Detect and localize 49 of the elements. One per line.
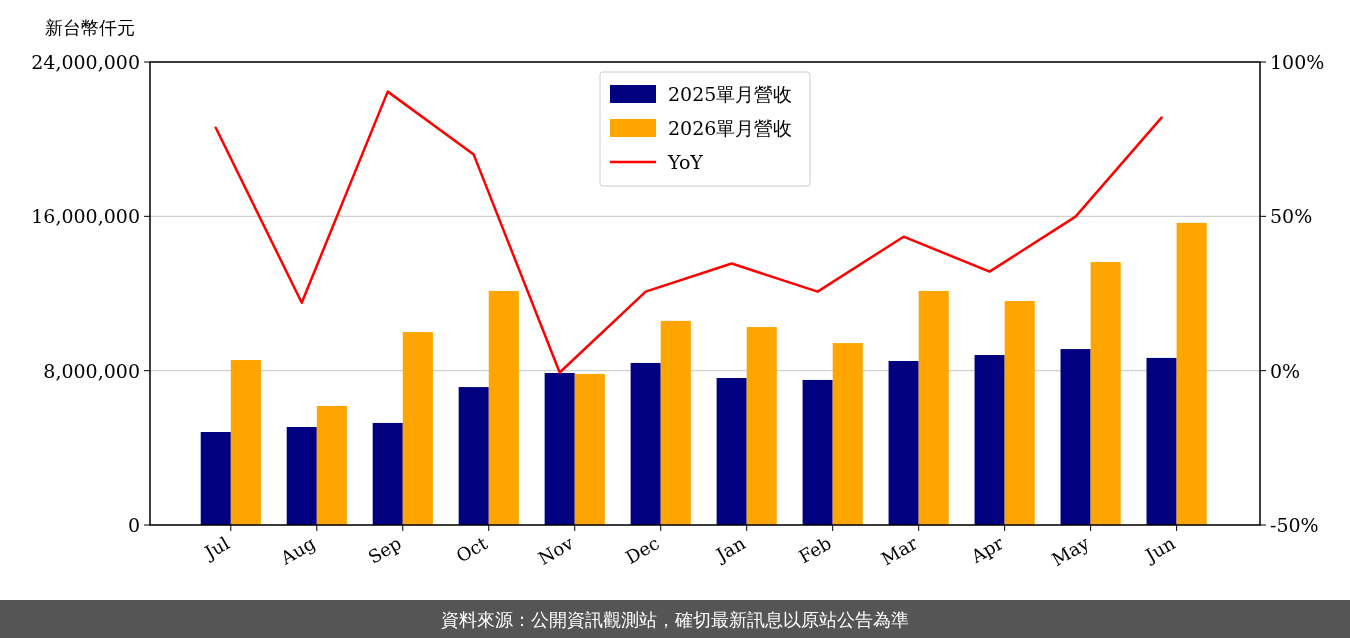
bar: [230, 360, 261, 525]
y2-tick-label: 50%: [1270, 205, 1313, 228]
y-axis-title: 新台幣仟元: [45, 17, 135, 38]
bar: [200, 432, 231, 525]
bar: [574, 373, 605, 525]
x-tick-label: Jun: [1140, 532, 1179, 567]
bar: [660, 320, 691, 525]
bar: [802, 379, 833, 525]
x-tick-label: Oct: [452, 531, 492, 567]
y-tick-label: 8,000,000: [43, 359, 140, 382]
x-tick-label: Sep: [364, 532, 405, 568]
y-tick-label: 24,000,000: [31, 51, 140, 73]
source-note: 資料來源：公開資訊觀測站，確切最新訊息以原站公告為準: [441, 609, 909, 630]
y2-tick-label: 0%: [1270, 359, 1301, 382]
x-tick-label: Aug: [276, 532, 319, 570]
bar: [372, 422, 403, 525]
bar: [1004, 301, 1035, 525]
y-tick-label: 0: [127, 514, 140, 536]
bar: [1060, 349, 1091, 525]
y-tick-label: 16,000,000: [31, 205, 140, 228]
bar: [746, 327, 777, 525]
x-tick-label: Mar: [877, 532, 921, 570]
bar: [402, 332, 433, 525]
bar: [1090, 262, 1121, 525]
x-tick-label: Feb: [795, 532, 835, 568]
bar: [888, 361, 919, 525]
legend-label: 2026單月營收: [668, 117, 793, 139]
x-tick-label: Apr: [966, 532, 1007, 568]
bar: [832, 343, 863, 525]
y2-tick-label: 100%: [1270, 51, 1325, 73]
bar: [974, 355, 1005, 525]
legend-label: YoY: [667, 151, 704, 173]
bar: [286, 427, 317, 525]
legend-label: 2025單月營收: [668, 83, 793, 105]
bar: [488, 290, 519, 525]
bar: [630, 362, 661, 525]
bar: [716, 378, 747, 525]
x-tick-label: May: [1048, 531, 1094, 571]
bar: [1146, 357, 1177, 525]
y2-tick-label: -50%: [1270, 514, 1319, 536]
bar: [918, 290, 949, 525]
bar: [458, 387, 489, 525]
x-tick-label: Jan: [710, 532, 750, 567]
x-tick-label: Nov: [534, 531, 578, 569]
bar: [316, 405, 347, 525]
x-tick-label: Jul: [199, 532, 234, 564]
bar: [544, 372, 575, 525]
x-tick-label: Dec: [621, 532, 663, 569]
bar: [1176, 222, 1207, 525]
